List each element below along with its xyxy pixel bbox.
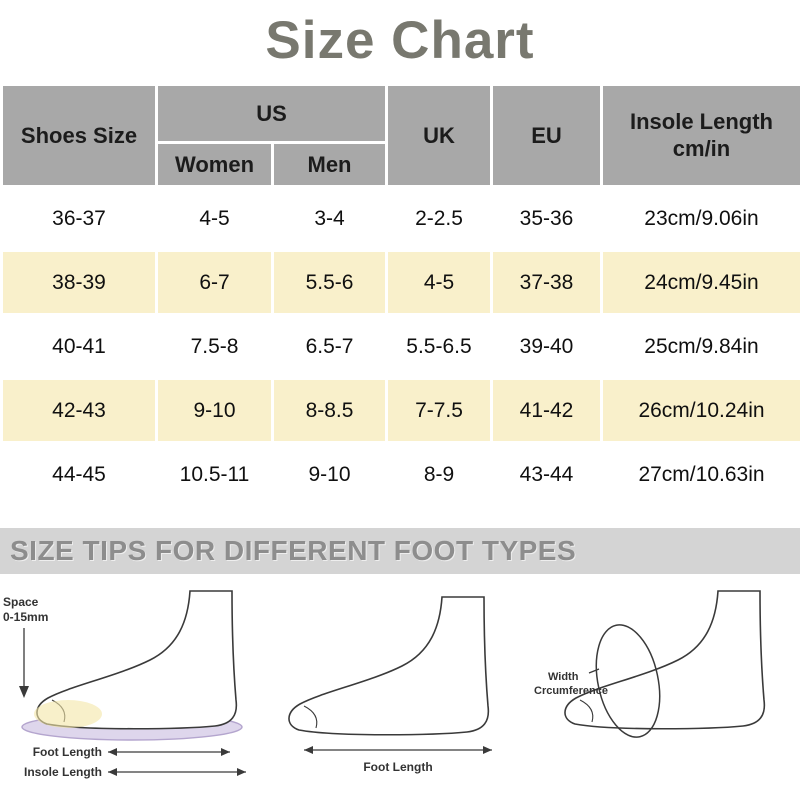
foot-length-arrow [108, 748, 230, 756]
header-us-group: US [157, 85, 387, 143]
space-label: Space [3, 595, 39, 609]
header-eu: EU [492, 85, 602, 187]
cell-us-women: 6-7 [157, 251, 273, 315]
cell-uk: 2-2.5 [387, 187, 492, 251]
size-row: 40-41 7.5-8 6.5-7 5.5-6.5 39-40 25cm/9.8… [2, 315, 800, 379]
cell-us-women: 9-10 [157, 379, 273, 443]
cell-uk: 5.5-6.5 [387, 315, 492, 379]
cell-uk: 7-7.5 [387, 379, 492, 443]
header-insole-length: Insole Length cm/in [602, 85, 800, 187]
foot-length-arrow [304, 746, 492, 754]
cell-eu: 41-42 [492, 379, 602, 443]
cell-us-women: 7.5-8 [157, 315, 273, 379]
pointer-line [589, 669, 599, 673]
foot-length-label: Foot Length [33, 745, 102, 759]
cell-shoes-size: 42-43 [2, 379, 157, 443]
size-chart-table: Shoes Size US UK EU Insole Length cm/in … [0, 83, 800, 508]
cell-insole: 27cm/10.63in [602, 443, 800, 507]
cell-eu: 39-40 [492, 315, 602, 379]
cell-eu: 37-38 [492, 251, 602, 315]
cell-us-men: 5.5-6 [273, 251, 387, 315]
header-us-women: Women [157, 143, 273, 187]
cell-insole: 26cm/10.24in [602, 379, 800, 443]
cell-us-women: 10.5-11 [157, 443, 273, 507]
toe-highlight-shape [34, 700, 102, 728]
foot-diagrams: Space 0-15mm Foot Length Insole Length [0, 576, 800, 781]
foot-outline [289, 597, 488, 735]
foot-diagram-space: Space 0-15mm Foot Length Insole Length [0, 576, 266, 781]
cell-us-men: 6.5-7 [273, 315, 387, 379]
page-title: Size Chart [0, 10, 800, 71]
insole-length-arrow [108, 768, 246, 776]
cell-eu: 43-44 [492, 443, 602, 507]
header-insole-line1: Insole Length [603, 109, 800, 135]
cell-shoes-size: 40-41 [2, 315, 157, 379]
cell-insole: 25cm/9.84in [602, 315, 800, 379]
foot-length-label: Foot Length [363, 760, 432, 774]
cell-us-men: 8-8.5 [273, 379, 387, 443]
size-row: 42-43 9-10 8-8.5 7-7.5 41-42 26cm/10.24i… [2, 379, 800, 443]
size-tips-heading: SIZE TIPS FOR DIFFERENT FOOT TYPES [0, 528, 800, 574]
insole-length-label: Insole Length [24, 765, 102, 779]
size-row: 36-37 4-5 3-4 2-2.5 35-36 23cm/9.06in [2, 187, 800, 251]
foot-diagram-width: Width Crcumference [532, 576, 798, 781]
size-row: 44-45 10.5-11 9-10 8-9 43-44 27cm/10.63i… [2, 443, 800, 507]
cell-shoes-size: 38-39 [2, 251, 157, 315]
circumference-label: Crcumference [534, 685, 608, 697]
width-label: Width [548, 671, 579, 683]
header-shoes-size: Shoes Size [2, 85, 157, 187]
cell-us-women: 4-5 [157, 187, 273, 251]
foot-diagram-length: Foot Length [266, 576, 532, 781]
header-uk: UK [387, 85, 492, 187]
cell-insole: 23cm/9.06in [602, 187, 800, 251]
foot-outline [565, 591, 764, 729]
space-arrow [19, 628, 29, 698]
cell-uk: 8-9 [387, 443, 492, 507]
cell-eu: 35-36 [492, 187, 602, 251]
size-row: 38-39 6-7 5.5-6 4-5 37-38 24cm/9.45in [2, 251, 800, 315]
space-range-label: 0-15mm [3, 610, 48, 624]
cell-shoes-size: 36-37 [2, 187, 157, 251]
cell-shoes-size: 44-45 [2, 443, 157, 507]
cell-insole: 24cm/9.45in [602, 251, 800, 315]
cell-uk: 4-5 [387, 251, 492, 315]
header-insole-line2: cm/in [603, 136, 800, 162]
cell-us-men: 3-4 [273, 187, 387, 251]
cell-us-men: 9-10 [273, 443, 387, 507]
header-us-men: Men [273, 143, 387, 187]
